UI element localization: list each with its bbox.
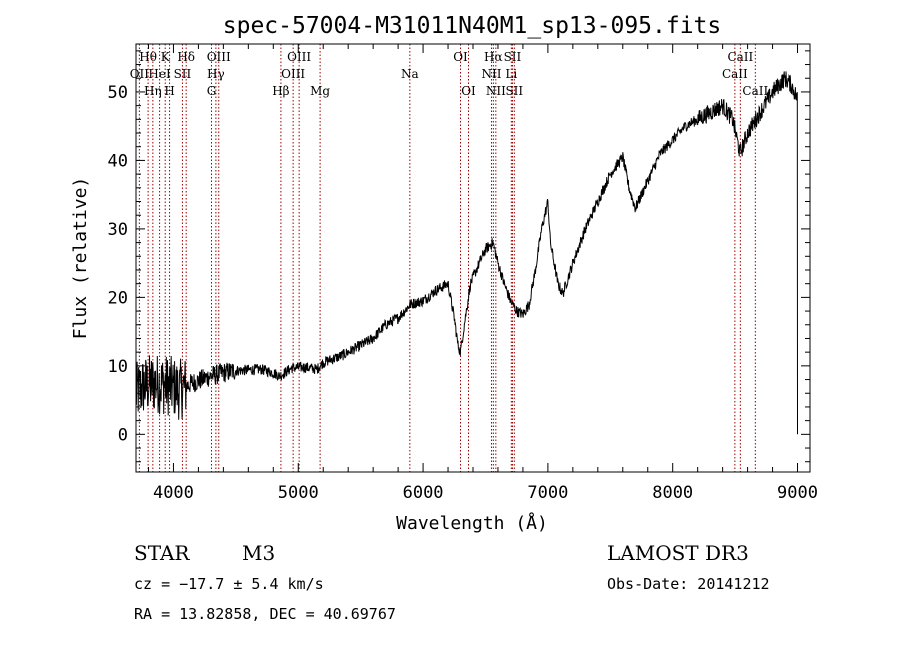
spectral-line-label: NII <box>481 67 501 81</box>
y-tick-label: 0 <box>118 425 128 445</box>
x-axis-label: Wavelength (Å) <box>396 512 548 534</box>
survey-name: LAMOST DR3 <box>607 541 749 565</box>
spectral-line-label: CaII <box>727 50 753 64</box>
axis-ticks: 4000 5000 6000 7000 8000 9000 0 10 20 30 40 50 <box>108 44 818 503</box>
y-tick-label: 50 <box>108 83 128 103</box>
spectral-line-label: OII <box>130 67 150 81</box>
y-axis-label: Flux (relative) <box>70 177 91 340</box>
y-tick-label: 20 <box>108 288 128 308</box>
spectral-line-label: NII <box>486 84 506 98</box>
object-class: STAR <box>134 541 190 565</box>
x-tick-label: 5000 <box>278 483 319 503</box>
redshift-info: cz = −17.7 ± 5.4 km/s <box>134 575 324 593</box>
spectral-line-label: OIII <box>281 67 305 81</box>
spectral-line-label: Hγ <box>207 67 225 81</box>
spectral-line-label: Hδ <box>177 50 195 64</box>
spectral-line-label: G <box>207 84 217 98</box>
spectral-line-label: SII <box>505 84 523 98</box>
spectral-line-label: OIII <box>287 50 311 64</box>
spectral-line-label: OI <box>461 84 476 98</box>
spectral-line-label: OI <box>453 50 468 64</box>
x-tick-label: 8000 <box>652 483 693 503</box>
observation-date: Obs-Date: 20141212 <box>607 575 770 593</box>
spectral-line-label: Hα <box>484 50 503 64</box>
spectral-line-label: Hη <box>144 84 162 98</box>
spectral-line-label: H <box>164 84 174 98</box>
spectrum-line <box>135 71 798 435</box>
spectral-line-markers <box>138 44 756 472</box>
coordinates: RA = 13.82858, DEC = 40.69767 <box>134 605 396 623</box>
spectral-line-label: Hθ <box>139 50 157 64</box>
y-tick-label: 40 <box>108 151 128 171</box>
spectral-line-label: Hβ <box>272 84 289 98</box>
object-subclass: M3 <box>242 541 275 565</box>
spectral-line-label: SII <box>174 67 192 81</box>
y-tick-label: 30 <box>108 220 128 240</box>
x-tick-label: 7000 <box>527 483 568 503</box>
spectral-line-label: K <box>161 50 171 64</box>
x-tick-label: 6000 <box>403 483 444 503</box>
spectral-line-labels: Hθ OII Hη K HeI H Hδ SII OIII Hγ G OIII OIII Hβ Mg Na OI… <box>130 50 769 98</box>
y-tick-label: 10 <box>108 357 128 377</box>
spectral-line-label: Mg <box>310 84 330 98</box>
spectral-line-label: CaII <box>722 67 748 81</box>
spectral-line-label: SII <box>504 50 522 64</box>
spectral-line-label: Na <box>401 67 419 81</box>
x-tick-label: 4000 <box>153 483 194 503</box>
x-tick-label: 9000 <box>777 483 818 503</box>
spectral-line-label: CaII <box>742 84 768 98</box>
spectral-line-label: OIII <box>207 50 231 64</box>
chart-title: spec-57004-M31011N40M1_sp13-095.fits <box>223 13 722 39</box>
spectral-line-label: HeI <box>148 67 171 81</box>
spectral-line-label: Li <box>505 67 517 81</box>
